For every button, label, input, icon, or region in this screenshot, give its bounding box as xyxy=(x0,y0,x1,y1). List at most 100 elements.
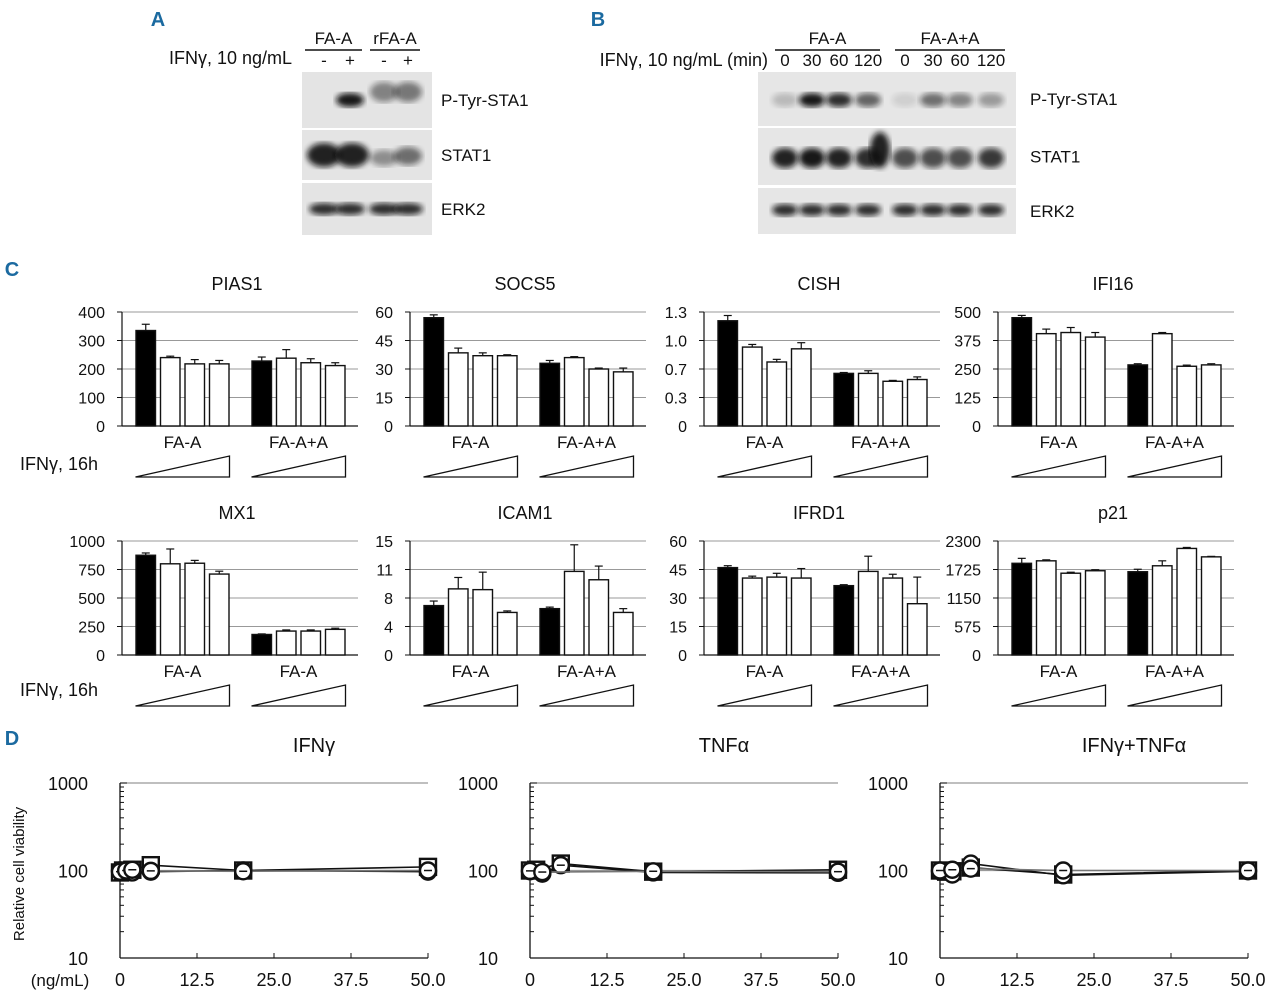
band-ptyr-4 xyxy=(394,82,422,102)
band-erk2-2 xyxy=(369,203,399,215)
y-tick-label: 1000 xyxy=(458,774,498,794)
bar xyxy=(766,576,788,656)
band-ptyr-b-7 xyxy=(978,93,1004,107)
bar xyxy=(717,320,739,427)
y-tick-label: 375 xyxy=(954,334,981,351)
y-tick-label: 11 xyxy=(376,563,393,580)
y-tick-label: 0.3 xyxy=(665,391,687,408)
chart-title: PIAS1 xyxy=(211,274,262,294)
group-label: FA-A xyxy=(164,662,202,681)
band-stat1-b-0 xyxy=(772,148,798,168)
bar xyxy=(184,363,206,427)
lane-sign-a-1: + xyxy=(345,51,355,70)
bar xyxy=(588,368,610,427)
lane-sign-a-3: + xyxy=(403,51,413,70)
x-tick-label: 37.5 xyxy=(743,970,778,990)
y-tick-label: 1725 xyxy=(945,563,981,580)
y-tick-label: 300 xyxy=(78,334,105,351)
bar xyxy=(1127,571,1149,656)
bar xyxy=(275,630,297,656)
bar xyxy=(612,371,634,427)
timepoint-b-3: 120 xyxy=(854,51,882,70)
x-tick-label: 25.0 xyxy=(256,970,291,990)
y-tick-label: 1.0 xyxy=(665,334,687,351)
bar-chart-icam1: ICAM1 15 11 8 4 0 FA-A FA-A+A xyxy=(375,503,646,707)
bar xyxy=(1200,556,1222,656)
band-erk2-b-4 xyxy=(892,204,918,216)
chart-title: ICAM1 xyxy=(497,503,552,523)
x-tick-label: 12.5 xyxy=(999,970,1034,990)
timepoint-b-5: 30 xyxy=(924,51,943,70)
chart-title: IFNγ+TNFα xyxy=(1082,735,1186,757)
timepoint-b-0: 0 xyxy=(780,51,789,70)
group-label: FA-A xyxy=(1040,433,1078,452)
bar xyxy=(766,361,788,427)
x-tick-label: 0 xyxy=(935,970,945,990)
y-tick-label: 0 xyxy=(678,419,687,436)
x-tick-label: 50.0 xyxy=(820,970,855,990)
series-line-s3 xyxy=(529,870,839,873)
bar xyxy=(275,357,297,427)
bar-chart-socs5: SOCS5 60 45 30 15 0 FA-A FA-A+A xyxy=(375,274,646,478)
y-tick-label: 0 xyxy=(972,648,981,665)
x-unit-label: (ng/mL) xyxy=(31,971,90,990)
dose-triangle xyxy=(251,684,347,707)
band-erk2-b-1 xyxy=(799,204,825,216)
y-tick-label: 100 xyxy=(468,862,498,882)
bar xyxy=(300,362,322,427)
x-tick-label: 12.5 xyxy=(179,970,214,990)
bar xyxy=(857,570,879,656)
treatment-label-c-row1: IFNγ, 16h xyxy=(20,454,98,474)
group-label: FA-A+A xyxy=(851,433,911,452)
bar xyxy=(135,554,157,656)
bar xyxy=(496,355,518,427)
group-label: FA-A xyxy=(452,662,490,681)
bar xyxy=(423,604,445,656)
bar xyxy=(882,577,904,656)
bar xyxy=(1060,331,1082,427)
y-tick-label: 10 xyxy=(478,949,498,969)
y-tick-label: 250 xyxy=(954,362,981,379)
bar xyxy=(906,378,928,427)
treatment-label-a: IFNγ, 10 ng/mL xyxy=(169,48,292,68)
group-label: FA-A xyxy=(746,433,784,452)
y-tick-label: 575 xyxy=(954,620,981,637)
bar xyxy=(1084,336,1106,427)
band-ptyr-b-1 xyxy=(799,93,825,107)
chart-title: SOCS5 xyxy=(494,274,555,294)
timepoint-b-7: 120 xyxy=(977,51,1005,70)
band-ptyr-2 xyxy=(336,93,364,107)
bar xyxy=(1127,364,1149,427)
x-tick-label: 0 xyxy=(115,970,125,990)
band-erk2-3 xyxy=(393,203,423,215)
bar xyxy=(1060,572,1082,656)
band-stat1-3 xyxy=(370,150,398,166)
blot-label-a-0: P-Tyr-STA1 xyxy=(441,91,529,110)
x-tick-label: 37.5 xyxy=(1153,970,1188,990)
bar xyxy=(496,611,518,656)
y-tick-label: 0 xyxy=(96,648,105,665)
treatment-label-c-row2: IFNγ, 16h xyxy=(20,680,98,700)
bar xyxy=(906,603,928,656)
bar xyxy=(539,362,561,427)
panel-b: B IFNγ, 10 ng/mL (min) FA-A FA-A+A 0 30 60 120 0… xyxy=(591,9,1118,234)
bar xyxy=(1176,365,1198,427)
panel-letter-b: B xyxy=(591,9,605,31)
y-tick-label: 60 xyxy=(375,305,393,322)
bar xyxy=(159,563,181,656)
y-tick-label: 10 xyxy=(68,949,88,969)
bar xyxy=(1200,364,1222,427)
y-tick-label: 1000 xyxy=(69,534,105,551)
y-tick-label: 1000 xyxy=(48,774,88,794)
chart-title: IFRD1 xyxy=(793,503,845,523)
bar-chart-pias1: PIAS1 400 300 200 100 0 FA-A FA-A+A xyxy=(78,274,358,478)
bar xyxy=(208,363,230,427)
dose-triangle xyxy=(423,684,519,707)
group-label-b-0: FA-A xyxy=(809,29,847,48)
bar xyxy=(447,588,469,656)
blot-label-b-1: STAT1 xyxy=(1030,148,1080,167)
dose-triangle xyxy=(539,684,635,707)
timepoint-b-6: 60 xyxy=(951,51,970,70)
